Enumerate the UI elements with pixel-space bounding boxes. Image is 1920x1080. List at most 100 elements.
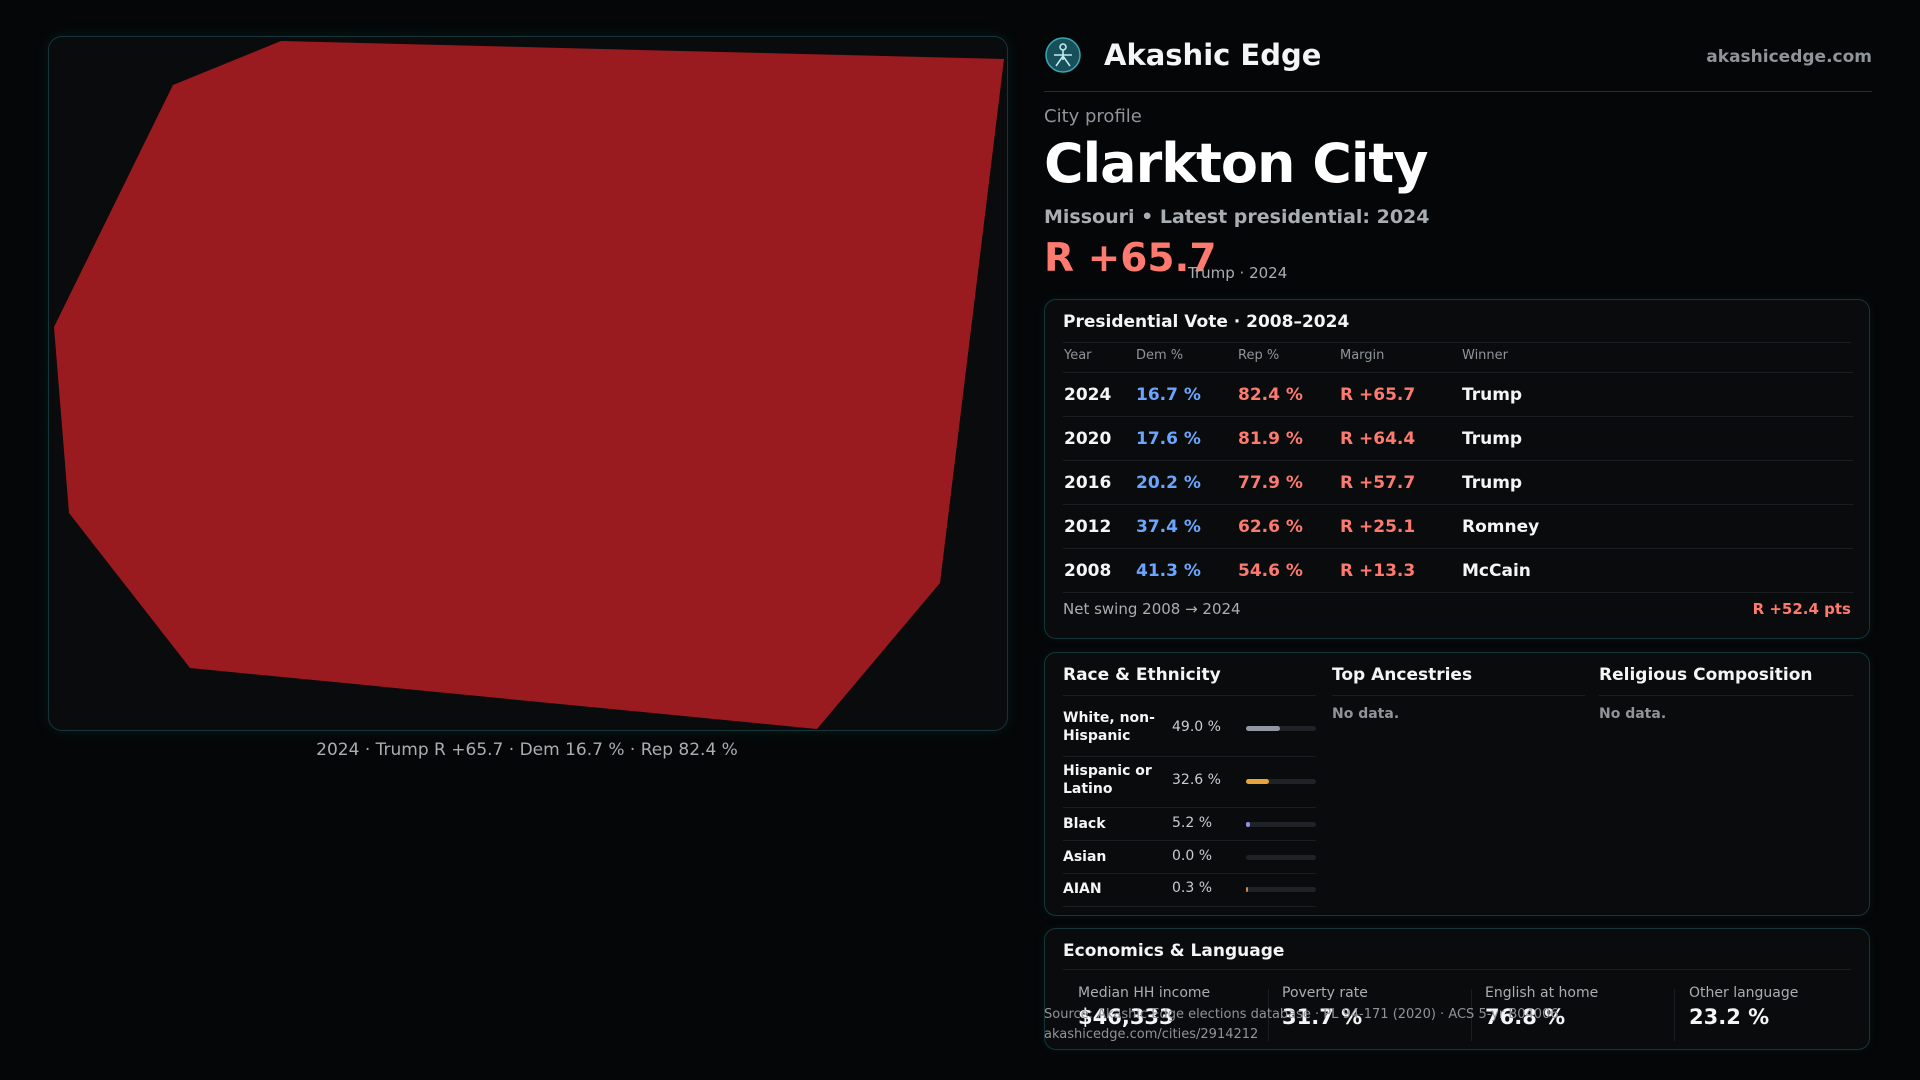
religion-title: Religious Composition: [1599, 665, 1813, 685]
race-ethnicity-section: Race & Ethnicity White, non-Hispanic 49.…: [1063, 665, 1316, 907]
net-swing-value: R +52.4 pts: [1752, 600, 1851, 618]
section-divider: [1332, 695, 1585, 696]
econ-value: 76.8 %: [1485, 1005, 1566, 1029]
source-text: Source: Akashic Edge elections database …: [1044, 1007, 1559, 1022]
latest-margin: R +65.7: [1044, 236, 1217, 281]
year-cell: 2012: [1063, 504, 1135, 549]
year-cell: 2020: [1063, 416, 1135, 461]
econ-divider: [1471, 989, 1472, 1041]
ancestries-section: Top Ancestries No data.: [1332, 665, 1585, 722]
econ-divider: [1268, 989, 1269, 1041]
header-divider: [1044, 91, 1872, 92]
econ-poverty-rate: Poverty rate 31.7 %: [1282, 985, 1472, 1029]
presidential-card-title: Presidential Vote · 2008–2024: [1063, 312, 1350, 332]
race-row: Black 5.2 %: [1063, 808, 1316, 841]
race-percent: 49.0 %: [1172, 719, 1221, 735]
rep-cell: 54.6 %: [1237, 548, 1339, 593]
year-cell: 2016: [1063, 460, 1135, 505]
brand-link[interactable]: akashicedge.com: [1706, 47, 1872, 67]
column-header-dem: Dem %: [1135, 338, 1237, 373]
race-bar: [1246, 855, 1316, 860]
map-caption: 2024 · Trump R +65.7 · Dem 16.7 % · Rep …: [316, 740, 738, 760]
econ-divider: [1674, 989, 1675, 1041]
table-row: 2020 17.6 % 81.9 % R +64.4 Trump: [1063, 416, 1853, 461]
net-swing-label: Net swing 2008 → 2024: [1063, 600, 1241, 618]
race-row: Hispanic or Latino 32.6 %: [1063, 757, 1316, 808]
race-bar: [1246, 822, 1316, 827]
page-kicker: City profile: [1044, 106, 1142, 127]
dem-cell: 20.2 %: [1135, 460, 1237, 505]
margin-cell: R +25.1: [1339, 504, 1461, 549]
econ-label: Other language: [1689, 985, 1799, 1001]
race-title: Race & Ethnicity: [1063, 665, 1221, 685]
race-label: Hispanic or Latino: [1063, 763, 1152, 797]
presidential-vote-card: Presidential Vote · 2008–2024 Year Dem %…: [1044, 299, 1870, 639]
econ-label: Median HH income: [1078, 985, 1211, 1001]
margin-cell: R +57.7: [1339, 460, 1461, 505]
table-row: 2008 41.3 % 54.6 % R +13.3 McCain: [1063, 548, 1853, 593]
econ-median-income: Median HH income $46,333: [1078, 985, 1268, 1029]
section-divider: [1063, 695, 1316, 696]
race-label: AIAN: [1063, 881, 1102, 897]
econ-other-language: Other language 23.2 %: [1689, 985, 1879, 1029]
race-bar: [1246, 779, 1316, 784]
section-divider: [1599, 695, 1853, 696]
religion-empty: No data.: [1599, 706, 1667, 722]
brand-header: Akashic Edge akashicedge.com: [1044, 36, 1872, 92]
table-row: 2012 37.4 % 62.6 % R +25.1 Romney: [1063, 504, 1853, 549]
econ-value: 23.2 %: [1689, 1005, 1770, 1029]
page-title: Clarkton City: [1044, 132, 1428, 195]
econ-value: $46,333: [1078, 1005, 1174, 1029]
economics-card: Economics & Language Median HH income $4…: [1044, 928, 1870, 1050]
year-cell: 2024: [1063, 372, 1135, 417]
ancestries-title: Top Ancestries: [1332, 665, 1473, 685]
rep-cell: 81.9 %: [1237, 416, 1339, 461]
page-subtitle: Missouri • Latest presidential: 2024: [1044, 206, 1430, 228]
margin-cell: R +13.3: [1339, 548, 1461, 593]
column-header-winner: Winner: [1461, 338, 1853, 373]
race-percent: 0.3 %: [1172, 880, 1213, 896]
econ-value: 31.7 %: [1282, 1005, 1363, 1029]
race-label: Asian: [1063, 849, 1107, 865]
brand-name: Akashic Edge: [1104, 38, 1322, 72]
city-boundary-shape[interactable]: [54, 41, 1004, 729]
margin-cell: R +65.7: [1339, 372, 1461, 417]
economics-title: Economics & Language: [1063, 941, 1285, 961]
race-bar-fill: [1246, 779, 1269, 784]
race-bar: [1246, 887, 1316, 892]
presidential-table: Year Dem % Rep % Margin Winner 2024 16.7…: [1063, 338, 1853, 593]
source-footer: Source: Akashic Edge elections database …: [1044, 1005, 1559, 1045]
race-bar: [1246, 726, 1316, 731]
rep-cell: 77.9 %: [1237, 460, 1339, 505]
demographics-card: Race & Ethnicity White, non-Hispanic 49.…: [1044, 652, 1870, 916]
race-label: White, non-Hispanic: [1063, 710, 1155, 744]
race-label: Black: [1063, 816, 1106, 832]
column-header-margin: Margin: [1339, 338, 1461, 373]
race-row: Asian 0.0 %: [1063, 841, 1316, 874]
city-map[interactable]: [48, 36, 1008, 731]
race-bar-fill: [1246, 887, 1249, 892]
card-divider: [1063, 969, 1851, 970]
econ-label: English at home: [1485, 985, 1599, 1001]
race-percent: 5.2 %: [1172, 815, 1213, 831]
table-row: 2024 16.7 % 82.4 % R +65.7 Trump: [1063, 372, 1853, 417]
winner-cell: Trump: [1461, 372, 1853, 417]
race-percent: 32.6 %: [1172, 772, 1221, 788]
column-header-rep: Rep %: [1237, 338, 1339, 373]
rep-cell: 82.4 %: [1237, 372, 1339, 417]
winner-cell: Trump: [1461, 460, 1853, 505]
dem-cell: 16.7 %: [1135, 372, 1237, 417]
source-link[interactable]: akashicedge.com/cities/2914212: [1044, 1027, 1259, 1042]
column-header-year: Year: [1063, 338, 1135, 373]
dem-cell: 17.6 %: [1135, 416, 1237, 461]
race-bar-fill: [1246, 726, 1281, 731]
winner-cell: Trump: [1461, 416, 1853, 461]
race-percent: 0.0 %: [1172, 848, 1213, 864]
profile-panel: Akashic Edge akashicedge.com City profil…: [1044, 36, 1872, 1050]
latest-margin-note: Trump · 2024: [1188, 264, 1288, 282]
race-bar-fill: [1246, 822, 1250, 827]
year-cell: 2008: [1063, 548, 1135, 593]
econ-label: Poverty rate: [1282, 985, 1368, 1001]
race-row: White, non-Hispanic 49.0 %: [1063, 706, 1316, 757]
table-row: 2016 20.2 % 77.9 % R +57.7 Trump: [1063, 460, 1853, 505]
